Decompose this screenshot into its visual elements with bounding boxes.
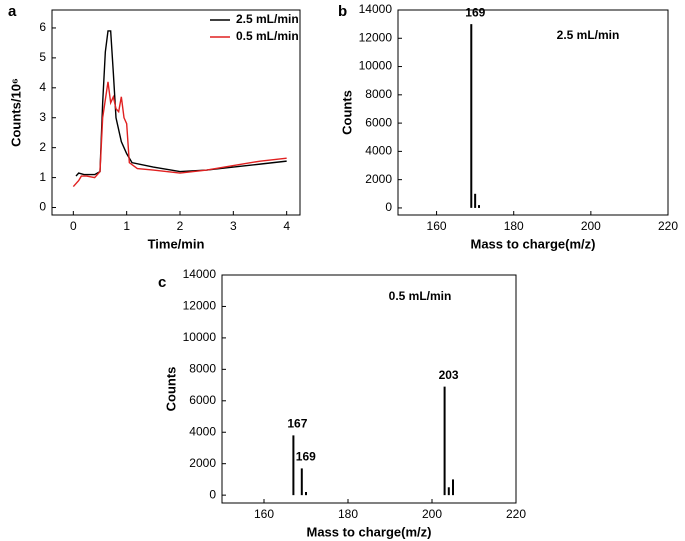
y-tick-label: 6000	[365, 115, 392, 129]
x-axis-title: Mass to charge(m/z)	[307, 524, 432, 539]
panel-label: c	[158, 274, 166, 291]
legend-label: 2.5 mL/min	[236, 12, 299, 26]
y-tick-label: 0	[385, 200, 392, 214]
y-tick-label: 3	[39, 110, 46, 124]
y-tick-label: 10000	[183, 330, 217, 344]
x-axis-title: Time/min	[148, 236, 205, 251]
annotation: 2.5 mL/min	[557, 28, 620, 42]
annotation: 0.5 mL/min	[389, 289, 452, 303]
line-series	[75, 30, 287, 177]
y-tick-label: 4	[39, 80, 46, 94]
x-axis-title: Mass to charge(m/z)	[471, 236, 596, 251]
plot-frame	[51, 9, 301, 216]
x-tick-label: 220	[658, 219, 678, 233]
x-tick-label: 180	[338, 507, 358, 521]
x-tick-label: 200	[581, 219, 601, 233]
plot-frame	[221, 274, 517, 504]
y-tick-label: 8000	[365, 87, 392, 101]
y-tick-label: 12000	[359, 30, 393, 44]
y-tick-label: 4000	[189, 424, 216, 438]
peak-label: 169	[296, 450, 316, 464]
y-axis-title: Counts	[163, 367, 178, 412]
peak-label: 203	[439, 368, 459, 382]
y-tick-label: 10000	[359, 59, 393, 73]
x-tick-label: 0	[70, 219, 77, 233]
x-tick-label: 4	[283, 219, 290, 233]
y-tick-label: 2000	[189, 456, 216, 470]
x-tick-label: 1	[123, 219, 130, 233]
x-tick-label: 200	[422, 507, 442, 521]
y-axis-title: Counts	[339, 90, 354, 135]
y-tick-label: 14000	[359, 2, 393, 16]
y-tick-label: 2000	[365, 172, 392, 186]
legend-label: 0.5 mL/min	[236, 29, 299, 43]
peak-label: 167	[287, 417, 307, 431]
y-tick-label: 6	[39, 20, 46, 34]
y-tick-label: 14000	[183, 267, 217, 281]
x-tick-label: 180	[504, 219, 524, 233]
x-tick-label: 220	[506, 507, 526, 521]
x-tick-label: 3	[230, 219, 237, 233]
y-tick-label: 0	[209, 487, 216, 501]
panel-label: a	[8, 3, 17, 20]
x-tick-label: 2	[177, 219, 184, 233]
x-tick-label: 160	[254, 507, 274, 521]
x-tick-label: 160	[427, 219, 447, 233]
y-tick-label: 12000	[183, 299, 217, 313]
y-tick-label: 1	[39, 170, 46, 184]
y-axis-title: Counts/10⁶	[8, 78, 23, 147]
y-tick-label: 4000	[365, 144, 392, 158]
y-tick-label: 0	[39, 200, 46, 214]
peak-label: 169	[465, 5, 485, 19]
y-tick-label: 6000	[189, 393, 216, 407]
y-tick-label: 2	[39, 140, 46, 154]
y-tick-label: 8000	[189, 362, 216, 376]
panel-label: b	[338, 3, 347, 20]
line-series	[72, 81, 287, 188]
y-tick-label: 5	[39, 50, 46, 64]
plot-frame	[397, 9, 669, 216]
